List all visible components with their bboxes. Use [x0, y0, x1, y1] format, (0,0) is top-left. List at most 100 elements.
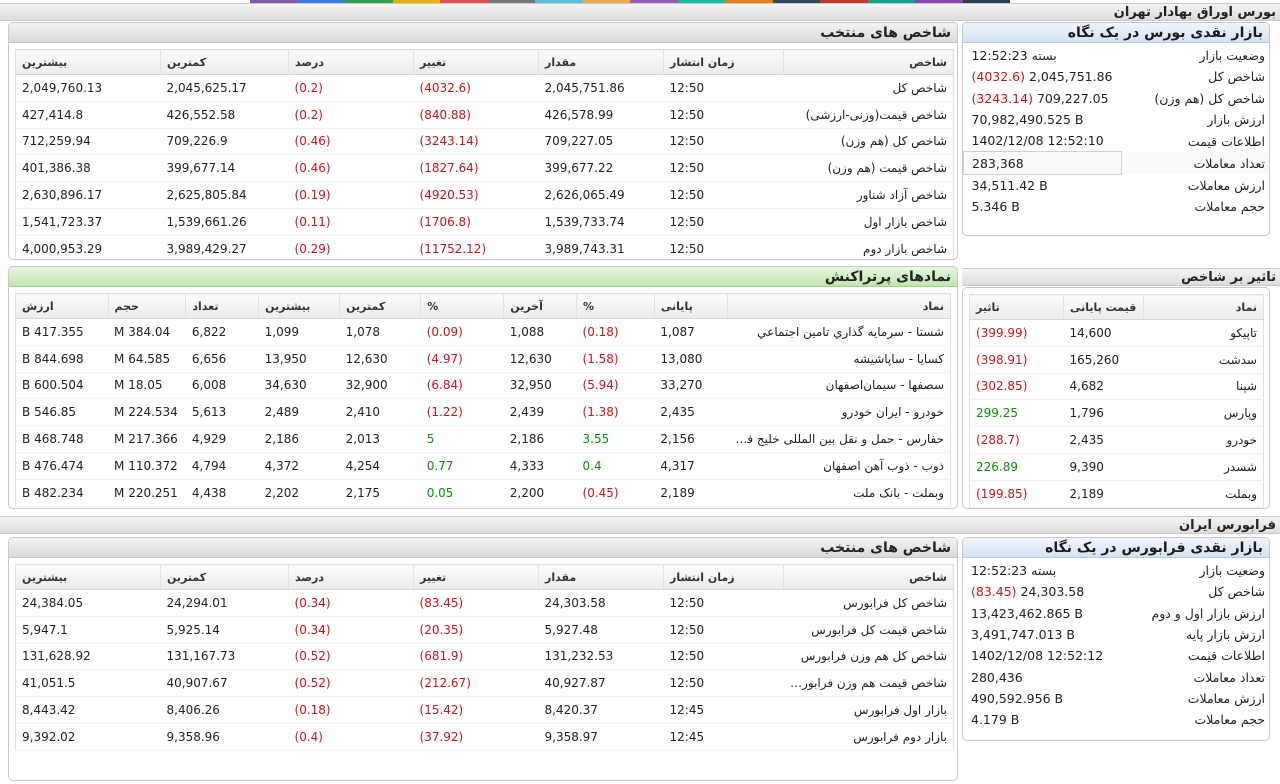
column-header[interactable]: درصد: [288, 49, 414, 75]
row-name-cell[interactable]: بازار دوم فرابورس: [783, 723, 954, 751]
row-name-cell[interactable]: خودرو - ايران‌ خودرو: [727, 398, 951, 427]
table-row[interactable]: شاخص کل فرابورس 12:50 24,303.58 (83.45) (0.3…: [15, 589, 954, 617]
table-row[interactable]: ذوب - ذوب آهن اصفهان 4,317 0.4 4,333 0.77 4,2…: [15, 452, 951, 480]
column-header[interactable]: مقدار: [538, 49, 664, 75]
table-cell: 4,372: [258, 452, 340, 480]
row-name-cell[interactable]: شپنا: [1143, 373, 1264, 401]
table-row[interactable]: شسدر 9,390 226.89: [969, 453, 1264, 481]
row-name-cell[interactable]: وبملت: [1143, 480, 1264, 508]
row-name-cell[interactable]: شاخص کل فرابورس: [783, 589, 954, 617]
column-header[interactable]: مقدار: [538, 564, 664, 590]
ifb-section-bar: فرابورس ایران: [0, 516, 1280, 534]
table-row[interactable]: شاخص آزاد شناور 12:50 2,626,065.49 (4920.53…: [15, 181, 954, 209]
column-header[interactable]: کمترین: [160, 564, 289, 590]
column-header[interactable]: زمان انتشار: [663, 49, 784, 75]
row-name-cell[interactable]: شاخص قیمت هم وزن فرابورس: [783, 669, 954, 698]
column-header[interactable]: تغییر: [413, 564, 539, 590]
glance-label: اطلاعات قیمت: [1187, 648, 1265, 664]
column-header[interactable]: حجم: [107, 293, 186, 319]
column-header[interactable]: بیشترین: [258, 293, 340, 319]
column-header[interactable]: قیمت پایانی: [1063, 294, 1144, 320]
row-name-cell[interactable]: شاخص کل هم وزن فرابورس: [783, 643, 954, 671]
table-cell: 32,950: [503, 372, 577, 400]
row-name-cell[interactable]: سصفها - سیمان‌اصفهان: [727, 372, 951, 400]
column-header[interactable]: بیشترین: [15, 564, 161, 590]
column-header[interactable]: نماد: [1143, 294, 1264, 320]
table-row[interactable]: سدشت 165,260 (398.91): [969, 346, 1264, 374]
table-cell: 18.05 M: [108, 372, 186, 400]
column-header[interactable]: نماد: [726, 293, 951, 319]
column-header[interactable]: تاثیر: [969, 294, 1064, 320]
row-name-cell[interactable]: شاخص قیمت کل فرابورس: [783, 616, 954, 644]
table-row[interactable]: شاخص بازار دوم 12:50 3,989,743.31 (11752.12…: [15, 235, 954, 259]
row-name-cell[interactable]: شاخص بازار دوم: [783, 235, 954, 259]
column-header[interactable]: شاخص: [783, 564, 954, 590]
column-header[interactable]: تعداد: [185, 293, 259, 319]
glance-value-text: 70,982,490.525 B: [971, 112, 1084, 128]
table-cell: 2,189: [1063, 480, 1144, 508]
column-header[interactable]: %: [576, 293, 655, 319]
column-header[interactable]: تغییر: [413, 49, 539, 75]
table-row[interactable]: خودرو 2,435 (288.7): [969, 426, 1264, 454]
column-header[interactable]: شاخص: [783, 49, 954, 75]
row-name-cell[interactable]: شاخص قیمت(وزنی-ارزشی): [783, 101, 954, 129]
table-row[interactable]: شاخص کل هم وزن فرابورس 12:50 131,232.53 (68…: [15, 643, 954, 671]
table-cell: 2,013: [339, 425, 421, 453]
glance-value-text: 5.346 B: [971, 199, 1020, 215]
table-row[interactable]: شاخص کل (هم وزن) 12:50 709,227.05 (3243.14)…: [15, 128, 954, 156]
row-name-cell[interactable]: شاخص بازار اول: [783, 208, 954, 236]
row-name-cell[interactable]: ذوب - ذوب آهن اصفهان: [727, 452, 951, 480]
table-row[interactable]: وپارس 1,796 299.25: [969, 399, 1264, 428]
glance-value-text: 24,303.58: [1020, 584, 1085, 600]
tse-glance-panel: بازار نقدی بورس در یک نگاه وضعیت بازار بس…: [962, 22, 1270, 236]
table-cell: (0.18): [576, 318, 655, 346]
glance-label: ارزش معاملات: [1187, 177, 1265, 193]
column-header[interactable]: %: [420, 293, 504, 319]
row-name-cell[interactable]: سدشت: [1143, 346, 1264, 374]
table-row[interactable]: کسایا - ساپاشیشه 13,080 (1.58) 12,630 (4.97)…: [15, 345, 951, 373]
table-cell: (0.46): [288, 128, 414, 156]
row-name-cell[interactable]: شاخص آزاد شناور: [783, 181, 954, 209]
row-name-cell[interactable]: کسایا - ساپاشیشه: [727, 345, 951, 373]
row-name-cell[interactable]: وپارس: [1143, 399, 1264, 428]
row-name-cell[interactable]: خودرو: [1143, 426, 1264, 454]
row-name-cell[interactable]: بازار اول فرابورس: [783, 696, 954, 724]
table-row[interactable]: شاخص کل 12:50 2,045,751.86 (4032.6) (0.2) 2,0…: [15, 74, 954, 102]
column-header[interactable]: بیشترین: [15, 49, 161, 75]
row-name-cell[interactable]: شاخص کل: [783, 74, 954, 102]
table-row[interactable]: شاخص بازار اول 12:50 1,539,733.74 (1706.8)(…: [15, 208, 954, 236]
table-cell: 13,080: [654, 345, 728, 373]
glance-value-text: 4.179 B: [971, 712, 1020, 728]
row-name-cell[interactable]: شاخص قیمت (هم وزن): [783, 154, 954, 183]
table-row[interactable]: خودرو - ايران‌ خودرو 2,435 (1.38) 2,439 (1.2…: [15, 398, 951, 427]
row-name-cell[interactable]: حفارس - حمل و نقل بین المللی خلیج فارس: [727, 425, 951, 453]
table-row[interactable]: بازار اول فرابورس 12:45 8,420.37 (15.42) (0.…: [15, 696, 954, 724]
column-header[interactable]: زمان انتشار: [663, 564, 784, 590]
row-name-cell[interactable]: شاخص کل (هم وزن): [783, 128, 954, 156]
table-row[interactable]: بازار دوم فرابورس 12:45 9,358.97 (37.92) (0.…: [15, 723, 954, 751]
table-row[interactable]: سصفها - سیمان‌اصفهان 33,270 (5.94) 32,950 (6…: [15, 372, 951, 400]
table-row[interactable]: شاخص قیمت کل فرابورس 12:50 5,927.48 (20.35)…: [15, 616, 954, 644]
row-name-cell[interactable]: شسدر: [1143, 453, 1264, 481]
row-name-cell[interactable]: تاپیکو: [1143, 319, 1264, 347]
column-header[interactable]: درصد: [288, 564, 414, 590]
table-row[interactable]: وبملت - بانک ملت 2,189 (0.45) 2,200 0.05 2,17…: [15, 479, 951, 507]
table-row[interactable]: شاخص قیمت (هم وزن) 12:50 399,677.22 (1827.6…: [15, 154, 954, 183]
table-cell: (0.11): [288, 208, 414, 236]
column-header[interactable]: آخرین: [503, 293, 577, 319]
row-name-cell[interactable]: شستا - سرمایه گذاري تامين اجتماعي: [727, 318, 951, 346]
column-header[interactable]: ارزش: [15, 293, 108, 319]
table-row[interactable]: شستا - سرمایه گذاري تامين اجتماعي 1,087 (0…: [15, 318, 951, 346]
table-row[interactable]: حفارس - حمل و نقل بین المللی خلیج فارس 2,…: [15, 425, 951, 453]
table-row[interactable]: شپنا 4,682 (302.85): [969, 373, 1264, 401]
table-row[interactable]: شاخص قیمت(وزنی-ارزشی) 12:50 426,578.99 (840…: [15, 101, 954, 129]
column-header[interactable]: پایانی: [653, 293, 728, 319]
column-header[interactable]: کمترین: [339, 293, 421, 319]
table-row[interactable]: شاخص قیمت هم وزن فرابورس 12:50 40,927.87 (2…: [15, 669, 954, 698]
column-header[interactable]: کمترین: [160, 49, 289, 75]
row-name-cell[interactable]: وبملت - بانک ملت: [727, 479, 951, 507]
table-row[interactable]: وبملت 2,189 (199.85): [969, 480, 1264, 508]
table-row[interactable]: تاپیکو 14,600 (399.99): [969, 319, 1264, 347]
table-cell: 5,925.14: [160, 616, 289, 644]
table-cell: 12:50: [663, 181, 784, 209]
